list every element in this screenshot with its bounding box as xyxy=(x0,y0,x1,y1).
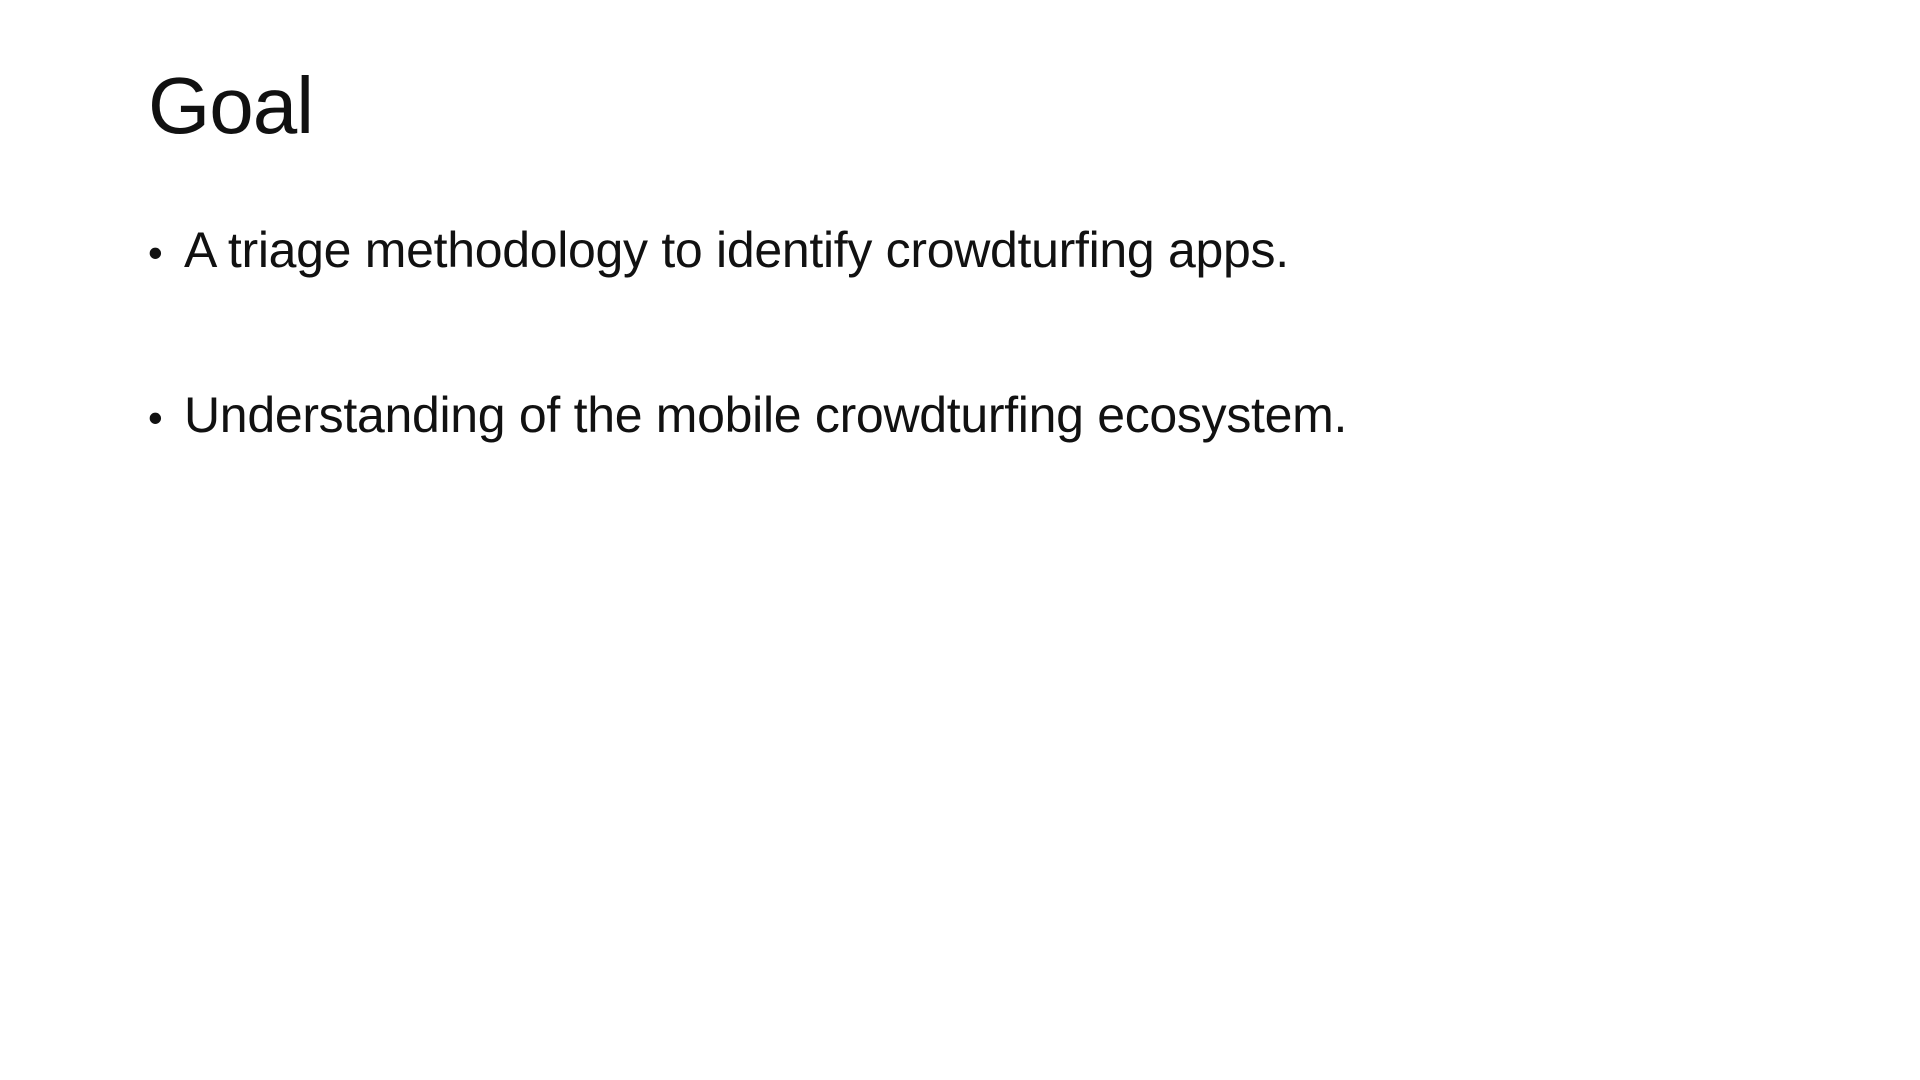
bullet-item: • A triage methodology to identify crowd… xyxy=(148,220,1788,283)
bullet-list: • A triage methodology to identify crowd… xyxy=(148,220,1788,448)
bullet-text: Understanding of the mobile crowdturfing… xyxy=(184,387,1348,443)
bullet-item: • Understanding of the mobile crowdturfi… xyxy=(148,385,1788,448)
bullet-icon: • xyxy=(148,394,163,441)
slide-title: Goal xyxy=(148,61,314,150)
bullet-text: A triage methodology to identify crowdtu… xyxy=(184,222,1289,278)
bullet-icon: • xyxy=(148,229,163,276)
